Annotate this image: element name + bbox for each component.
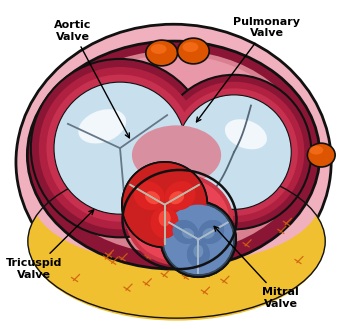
Text: Aortic
Valve: Aortic Valve (54, 20, 130, 138)
Text: Tricuspid
Valve: Tricuspid Valve (6, 210, 94, 280)
Circle shape (161, 202, 236, 277)
Ellipse shape (47, 75, 194, 222)
Ellipse shape (151, 44, 167, 54)
Text: Mitral
Valve: Mitral Valve (214, 226, 299, 309)
Ellipse shape (307, 143, 335, 167)
Ellipse shape (28, 162, 325, 321)
Ellipse shape (177, 38, 209, 64)
Ellipse shape (33, 135, 320, 264)
Ellipse shape (145, 191, 160, 204)
Ellipse shape (173, 220, 198, 244)
Ellipse shape (159, 211, 170, 226)
Ellipse shape (134, 181, 164, 210)
Ellipse shape (126, 173, 233, 266)
Ellipse shape (40, 51, 307, 254)
Ellipse shape (146, 40, 177, 66)
Ellipse shape (182, 42, 198, 52)
Ellipse shape (165, 181, 195, 210)
Ellipse shape (187, 241, 210, 267)
Ellipse shape (164, 82, 304, 222)
Ellipse shape (170, 88, 298, 216)
Ellipse shape (132, 125, 221, 185)
Ellipse shape (169, 191, 184, 204)
Ellipse shape (54, 82, 186, 214)
Ellipse shape (198, 220, 224, 244)
Ellipse shape (151, 207, 178, 238)
Ellipse shape (31, 59, 209, 237)
Ellipse shape (134, 181, 164, 210)
Ellipse shape (194, 245, 203, 258)
Ellipse shape (169, 191, 184, 204)
Circle shape (121, 161, 208, 248)
Ellipse shape (159, 211, 170, 226)
Ellipse shape (177, 95, 291, 209)
Ellipse shape (27, 41, 320, 269)
Ellipse shape (78, 109, 126, 143)
Ellipse shape (39, 67, 201, 229)
Circle shape (123, 163, 206, 246)
Ellipse shape (165, 181, 195, 210)
Ellipse shape (182, 228, 194, 239)
Ellipse shape (225, 119, 267, 149)
Ellipse shape (157, 75, 312, 229)
Ellipse shape (203, 228, 215, 239)
Circle shape (164, 205, 233, 274)
Ellipse shape (16, 24, 331, 300)
Circle shape (161, 202, 236, 277)
Ellipse shape (173, 220, 198, 244)
Ellipse shape (187, 241, 210, 267)
Circle shape (123, 163, 206, 246)
Ellipse shape (309, 146, 323, 155)
Ellipse shape (130, 177, 229, 262)
Circle shape (164, 205, 233, 274)
Ellipse shape (145, 191, 160, 204)
Text: Pulmonary
Valve: Pulmonary Valve (196, 17, 300, 122)
Ellipse shape (198, 220, 224, 244)
Ellipse shape (47, 55, 300, 245)
Ellipse shape (151, 207, 178, 238)
Circle shape (121, 161, 208, 248)
